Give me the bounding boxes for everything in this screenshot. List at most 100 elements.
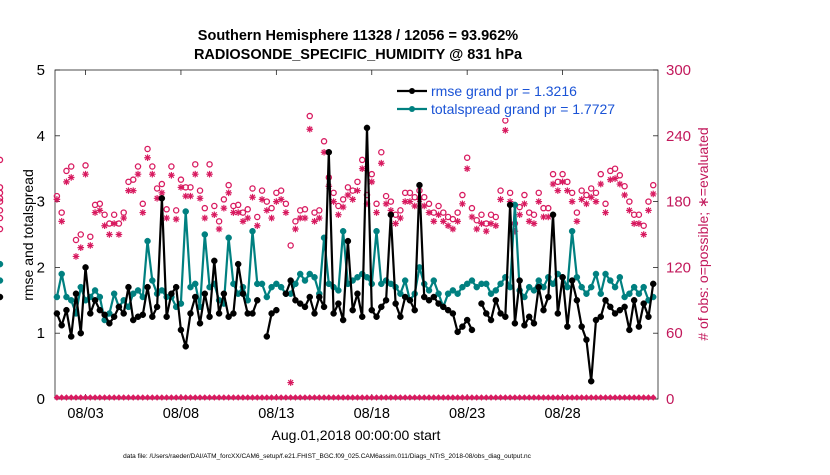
y-axis-left-label: rmse and totalspread (20, 169, 36, 301)
rmse-marker (578, 323, 585, 330)
obs-baseline-marker (573, 394, 581, 401)
totalspread-marker (626, 290, 633, 297)
obs-evaluated-marker (392, 220, 399, 227)
obs-possible-marker (335, 202, 342, 210)
obs-evaluated-marker (492, 222, 500, 230)
x-tick-label: 08/23 (449, 406, 485, 422)
obs-baseline-marker (172, 394, 180, 401)
totalspread-marker (0, 277, 4, 284)
totalspread-marker (363, 274, 371, 281)
rmse-marker (153, 303, 161, 311)
obs-evaluated-marker (549, 180, 557, 188)
rmse-marker (516, 277, 523, 284)
obs-evaluated-marker (249, 193, 256, 201)
rmse-marker (82, 264, 89, 271)
obs-baseline-marker (67, 394, 75, 401)
totalspread-marker (53, 293, 61, 301)
obs-baseline-marker (568, 394, 576, 401)
obs-baseline-marker (525, 394, 533, 401)
obs-evaluated-marker (72, 253, 80, 260)
obs-possible-marker (206, 161, 213, 168)
obs-evaluated-marker (444, 222, 452, 230)
obs-possible-marker (177, 176, 185, 183)
obs-evaluated-marker (463, 165, 471, 172)
obs-baseline-marker (564, 394, 571, 401)
obs-evaluated-marker (354, 187, 361, 194)
obs-possible-marker (301, 206, 309, 213)
rmse-marker (316, 293, 323, 301)
obs-baseline-marker (373, 394, 380, 401)
obs-baseline-marker (468, 394, 476, 401)
totalspread-marker (96, 293, 104, 301)
totalspread-marker (187, 283, 194, 291)
obs-evaluated-marker (301, 214, 309, 222)
obs-possible-marker (0, 195, 4, 202)
totalspread-marker (0, 260, 4, 268)
rmse-marker (497, 310, 504, 317)
obs-baseline-marker (234, 394, 242, 401)
rmse-marker (172, 283, 180, 291)
obs-baseline-marker (387, 394, 395, 401)
obs-baseline-marker (249, 394, 256, 401)
obs-baseline-marker (416, 394, 423, 401)
obs-evaluated-marker (296, 214, 304, 222)
obs-evaluated-marker (91, 209, 99, 216)
totalspread-marker (63, 293, 70, 301)
obs-evaluated-marker (363, 200, 371, 208)
rmse-marker (549, 211, 557, 219)
obs-baseline-marker (454, 394, 461, 401)
obs-possible-marker (67, 163, 75, 170)
obs-evaluated-marker (459, 200, 466, 208)
obs-baseline-marker (497, 394, 504, 401)
x-tick-label: 08/13 (258, 406, 294, 422)
rmse-marker (182, 343, 189, 350)
obs-baseline-marker (53, 394, 61, 401)
obs-baseline-marker (478, 394, 485, 401)
obs-possible-marker (406, 189, 414, 197)
x-tick-label: 08/18 (354, 406, 390, 422)
obs-possible-marker (535, 189, 542, 197)
obs-evaluated-marker (125, 187, 132, 194)
rmse-marker (416, 181, 423, 189)
obs-baseline-marker (607, 394, 614, 401)
obs-evaluated-marker (568, 198, 576, 205)
legend-background (394, 80, 656, 118)
totalspread-marker (296, 270, 304, 278)
obs-possible-marker (287, 242, 294, 249)
rmse-marker (649, 280, 657, 288)
obs-baseline-marker (635, 394, 643, 401)
totalspread-marker (339, 227, 347, 235)
x-tick-label: 08/28 (544, 406, 580, 422)
totalspread-marker (607, 277, 614, 284)
totalspread-marker (621, 293, 628, 301)
rmse-marker (378, 303, 385, 311)
chart-subtitle: RADIOSONDE_SPECIFIC_HUMIDITY @ 831 hPa (194, 47, 523, 63)
totalspread-marker (473, 283, 480, 291)
obs-possible-marker (306, 112, 313, 120)
obs-evaluated-marker (435, 211, 442, 219)
y-right-tick-label: 240 (666, 128, 691, 145)
obs-possible-marker (82, 162, 89, 169)
obs-baseline-marker (63, 394, 70, 401)
totalspread-marker (373, 227, 380, 235)
obs-evaluated-marker (215, 225, 223, 233)
rmse-marker (583, 336, 590, 344)
obs-possible-marker (0, 189, 4, 197)
obs-evaluated-marker (196, 195, 204, 202)
obs-baseline-marker (621, 394, 628, 401)
obs-baseline-marker (578, 394, 585, 401)
obs-baseline-marker (120, 394, 127, 401)
obs-baseline-marker (134, 394, 142, 401)
obs-baseline-marker (354, 394, 361, 401)
obs-possible-marker (258, 187, 266, 194)
obs-evaluated-marker (368, 178, 376, 186)
obs-baseline-marker (206, 394, 213, 401)
rmse-marker (440, 303, 447, 311)
obs-evaluated-marker (592, 198, 600, 205)
obs-baseline-marker (630, 394, 638, 401)
rmse-marker (139, 311, 147, 319)
totalspread-marker (459, 283, 466, 291)
obs-evaluated-marker (406, 198, 414, 205)
rmse-marker (363, 124, 371, 132)
obs-possible-marker (578, 187, 585, 194)
